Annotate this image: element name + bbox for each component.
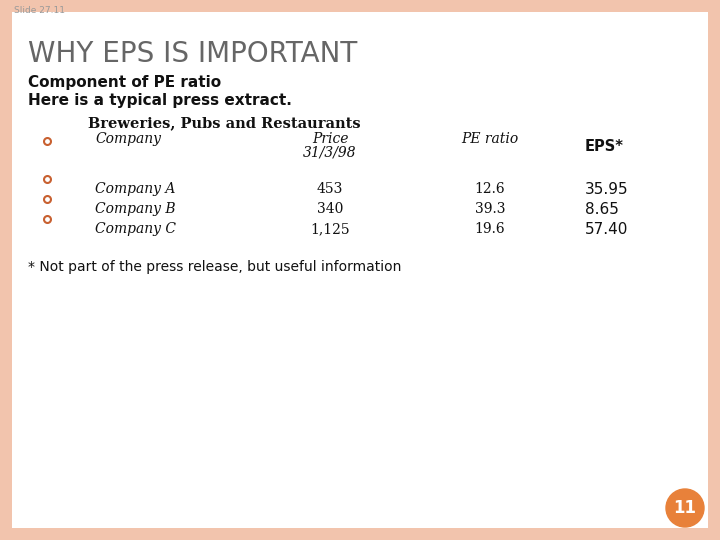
Text: Company B: Company B [95, 202, 176, 216]
FancyBboxPatch shape [708, 0, 720, 540]
Text: 39.3: 39.3 [474, 202, 505, 216]
Text: Price: Price [312, 132, 348, 146]
Text: 1,125: 1,125 [310, 222, 350, 236]
Text: * Not part of the press release, but useful information: * Not part of the press release, but use… [28, 260, 401, 274]
Text: Component of PE ratio: Component of PE ratio [28, 75, 221, 90]
Text: WHY EPS IS IMPORTANT: WHY EPS IS IMPORTANT [28, 40, 357, 68]
Text: Company A: Company A [95, 182, 176, 196]
Text: 453: 453 [317, 182, 343, 196]
Text: Company: Company [95, 132, 161, 146]
Text: 11: 11 [673, 499, 696, 517]
Text: Breweries, Pubs and Restaurants: Breweries, Pubs and Restaurants [88, 116, 361, 130]
Text: PE ratio: PE ratio [462, 132, 518, 146]
Text: 340: 340 [317, 202, 343, 216]
FancyBboxPatch shape [0, 0, 720, 12]
Text: Company C: Company C [95, 222, 176, 236]
Text: 19.6: 19.6 [474, 222, 505, 236]
Text: Slide 27.11: Slide 27.11 [14, 6, 65, 15]
Text: 12.6: 12.6 [474, 182, 505, 196]
Text: 8.65: 8.65 [585, 202, 619, 217]
Text: Here is a typical press extract.: Here is a typical press extract. [28, 93, 292, 108]
FancyBboxPatch shape [0, 528, 720, 540]
Text: 57.40: 57.40 [585, 222, 629, 237]
FancyBboxPatch shape [0, 0, 12, 540]
Text: EPS*: EPS* [585, 139, 624, 154]
Text: 31/3/98: 31/3/98 [303, 146, 357, 160]
Text: 35.95: 35.95 [585, 182, 629, 197]
Circle shape [666, 489, 704, 527]
